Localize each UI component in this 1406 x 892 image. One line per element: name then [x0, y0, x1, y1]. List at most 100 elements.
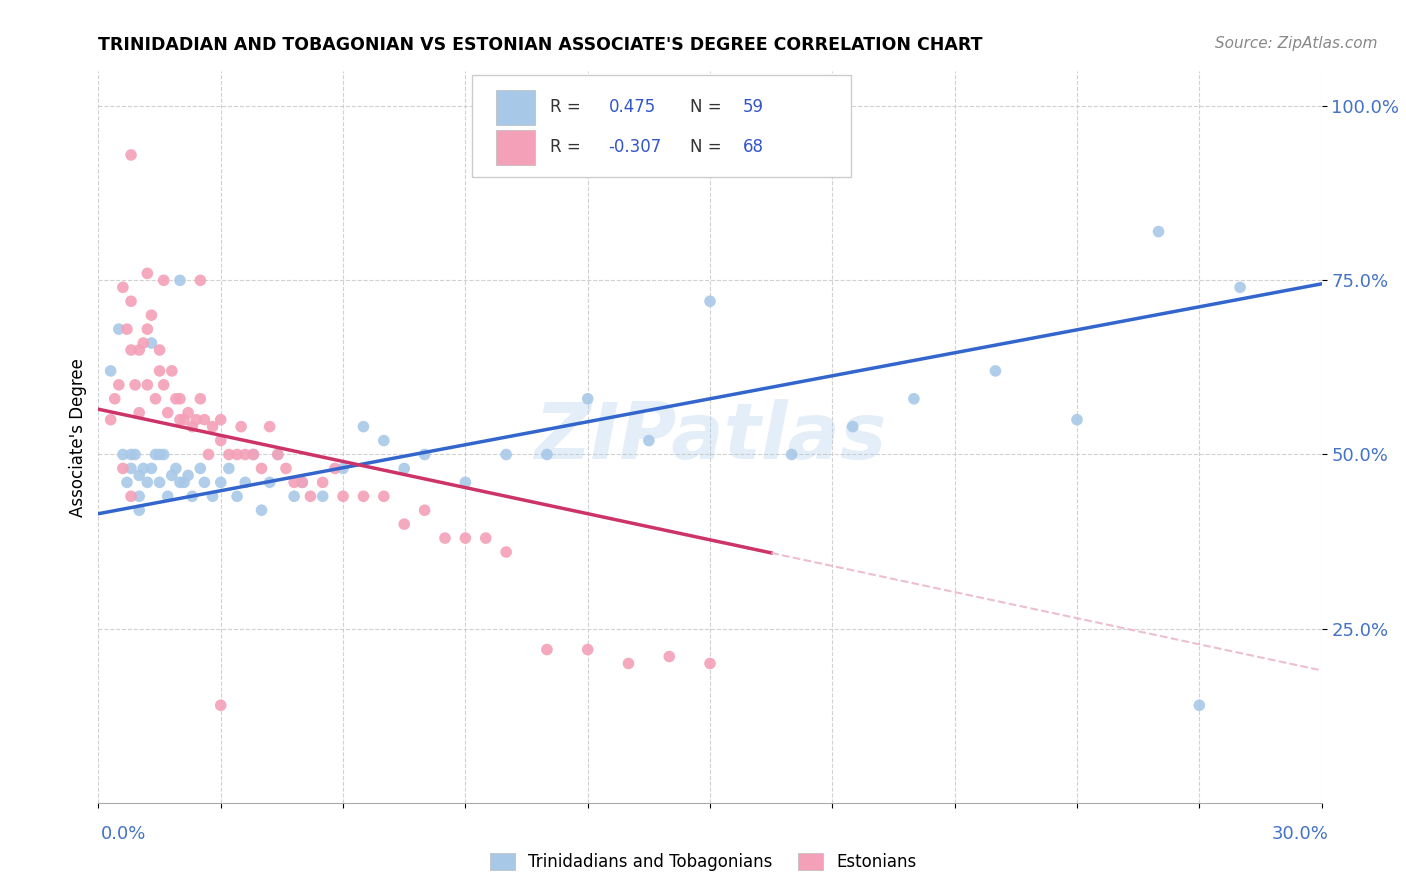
Point [173, 475, 195, 490]
Point [209, 412, 232, 426]
Text: N =: N = [690, 138, 727, 156]
Point [283, 489, 305, 503]
Point [617, 657, 640, 671]
Point [128, 343, 150, 357]
Point [226, 448, 249, 462]
Point [128, 489, 150, 503]
Point [120, 148, 142, 162]
Point [152, 273, 174, 287]
Point [115, 322, 138, 336]
Point [188, 392, 212, 406]
Point [312, 489, 335, 503]
Point [188, 461, 212, 475]
Point [177, 468, 200, 483]
Point [120, 461, 142, 475]
Point [637, 434, 661, 448]
Point [128, 406, 150, 420]
Point [474, 531, 498, 545]
Text: R =: R = [550, 98, 586, 116]
Point [115, 475, 138, 490]
Point [132, 461, 155, 475]
Text: R =: R = [550, 138, 586, 156]
Point [152, 448, 174, 462]
Point [576, 392, 599, 406]
Point [392, 461, 416, 475]
Point [323, 461, 346, 475]
Point [536, 642, 558, 657]
Point [780, 448, 803, 462]
Point [1229, 280, 1251, 294]
FancyBboxPatch shape [496, 90, 536, 125]
Point [201, 489, 224, 503]
Point [201, 419, 224, 434]
Point [169, 392, 191, 406]
Point [392, 517, 416, 532]
Point [1147, 225, 1170, 239]
Text: TRINIDADIAN AND TOBAGONIAN VS ESTONIAN ASSOCIATE'S DEGREE CORRELATION CHART: TRINIDADIAN AND TOBAGONIAN VS ESTONIAN A… [98, 36, 983, 54]
Point [165, 392, 187, 406]
Point [141, 336, 163, 351]
Point [352, 419, 374, 434]
Point [413, 448, 436, 462]
Point [193, 475, 215, 490]
Point [149, 364, 172, 378]
Point [495, 545, 517, 559]
Point [152, 377, 174, 392]
Point [120, 343, 142, 357]
Point [128, 468, 150, 483]
Point [352, 489, 374, 503]
Point [259, 419, 281, 434]
Point [413, 503, 436, 517]
Point [495, 448, 517, 462]
Point [136, 475, 159, 490]
Point [160, 364, 183, 378]
Point [197, 448, 219, 462]
Point [149, 475, 172, 490]
Point [100, 412, 122, 426]
Point [108, 377, 131, 392]
Point [181, 419, 204, 434]
Point [226, 489, 249, 503]
Point [283, 475, 305, 490]
Text: 0.475: 0.475 [609, 98, 655, 116]
Point [145, 392, 167, 406]
Point [141, 308, 163, 322]
Point [242, 448, 264, 462]
Point [576, 642, 599, 657]
Point [299, 489, 322, 503]
Point [218, 461, 240, 475]
Point [312, 475, 335, 490]
Point [136, 377, 159, 392]
Point [699, 294, 721, 309]
Point [169, 475, 191, 490]
FancyBboxPatch shape [496, 129, 536, 165]
Point [160, 468, 183, 483]
Point [173, 412, 195, 426]
Text: 30.0%: 30.0% [1272, 825, 1329, 843]
Point [291, 475, 314, 490]
Point [120, 448, 142, 462]
Point [267, 448, 290, 462]
Point [231, 419, 253, 434]
Point [120, 294, 142, 309]
Point [111, 461, 134, 475]
Legend: Trinidadians and Tobagonians, Estonians: Trinidadians and Tobagonians, Estonians [481, 845, 925, 880]
Point [250, 461, 273, 475]
Point [373, 434, 395, 448]
Point [186, 412, 208, 426]
Point [332, 461, 354, 475]
Point [209, 434, 232, 448]
Point [132, 336, 155, 351]
Y-axis label: Associate's Degree: Associate's Degree [69, 358, 87, 516]
Point [218, 448, 240, 462]
Point [136, 266, 159, 280]
Point [165, 461, 187, 475]
Point [209, 698, 232, 713]
Point [658, 649, 681, 664]
Point [332, 489, 354, 503]
Text: ZIPatlas: ZIPatlas [534, 399, 886, 475]
Point [209, 475, 232, 490]
Point [193, 412, 215, 426]
Text: N =: N = [690, 98, 727, 116]
Point [242, 448, 264, 462]
